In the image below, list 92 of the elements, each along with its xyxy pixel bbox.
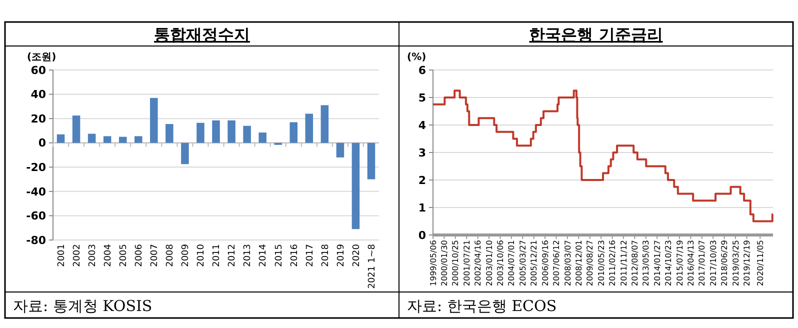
x-tick-label: 2017/01/07 bbox=[698, 240, 707, 286]
x-tick-label: 2013 bbox=[243, 244, 254, 267]
x-tick-label: 2015/07/19 bbox=[675, 240, 684, 286]
x-tick-label: 2000/01/30 bbox=[440, 240, 450, 286]
x-tick-label: 2021 1~8 bbox=[367, 244, 378, 289]
x-tick-label: 2009/08/27 bbox=[586, 240, 595, 286]
bar bbox=[196, 122, 204, 143]
x-tick-label: 2014 bbox=[258, 244, 269, 267]
y-tick-label: 0 bbox=[418, 228, 426, 242]
y-tick-label: -60 bbox=[26, 210, 46, 223]
y-tick-label: 60 bbox=[30, 64, 46, 77]
x-tick-label: 2005/03/27 bbox=[518, 240, 528, 286]
y-axis-title: (조원) bbox=[27, 52, 56, 63]
y-tick-label: 20 bbox=[30, 112, 46, 126]
text: 자료: 한국은행 ECOS bbox=[407, 297, 557, 315]
bar bbox=[166, 124, 174, 143]
x-tick-label: 2000/10/25 bbox=[451, 240, 460, 286]
chart-title: 한국은행 기준금리 bbox=[529, 25, 663, 44]
x-tick-label: 2018 bbox=[320, 244, 331, 267]
y-tick-label: -40 bbox=[26, 185, 46, 198]
x-tick-label: 2005/12/21 bbox=[530, 240, 539, 286]
chart-title: 통합재정수지 bbox=[154, 25, 250, 44]
x-tick-label: 2003/01/10 bbox=[484, 240, 494, 286]
x-tick-label: 2003/10/06 bbox=[496, 240, 506, 286]
x-tick-label: 2014/10/23 bbox=[664, 240, 674, 286]
bar bbox=[150, 98, 158, 143]
x-tick-label: 2007/06/12 bbox=[552, 240, 562, 286]
y-tick-label: -20 bbox=[26, 160, 46, 174]
bar bbox=[212, 120, 220, 143]
x-tick-label: 2017 bbox=[305, 244, 316, 267]
bar bbox=[352, 142, 360, 230]
x-tick-label: 2018/06/29 bbox=[720, 240, 730, 286]
x-tick-label: 2015 bbox=[274, 244, 284, 267]
text: 자료: 통계청 KOSIS bbox=[13, 297, 152, 315]
x-tick-label: 2008/03/07 bbox=[563, 240, 572, 286]
x-tick-label: 2007 bbox=[150, 244, 160, 267]
x-tick-label: 2010 bbox=[196, 244, 207, 267]
x-tick-label: 2006/09/16 bbox=[540, 240, 550, 286]
x-tick-label: 2008 bbox=[166, 244, 176, 267]
x-tick-label: 2017/10/03 bbox=[708, 240, 718, 286]
bar bbox=[103, 136, 112, 143]
x-tick-label: 2020/11/05 bbox=[756, 240, 765, 286]
bar bbox=[320, 105, 329, 143]
x-tick-label: 2001 bbox=[56, 244, 67, 267]
x-tick-label: 2002/04/16 bbox=[474, 240, 483, 286]
x-tick-label: 2019 bbox=[336, 244, 346, 267]
x-tick-label: 2011/02/16 bbox=[608, 240, 618, 286]
bar bbox=[88, 134, 96, 143]
bar bbox=[72, 116, 80, 143]
x-tick-label: 1999/05/06 bbox=[428, 240, 438, 286]
x-tick-label: 2006 bbox=[134, 244, 145, 267]
x-tick-label: 2011 bbox=[212, 244, 222, 267]
x-tick-label: 2019/03/25 bbox=[731, 240, 740, 286]
x-tick-label: 2013/05/03 bbox=[642, 240, 651, 286]
x-tick-label: 2012/08/07 bbox=[630, 240, 640, 286]
x-tick-label: 2005 bbox=[119, 244, 130, 267]
x-tick-label: 2002 bbox=[72, 244, 82, 267]
bar bbox=[118, 136, 127, 143]
x-tick-label: 2019/12/19 bbox=[742, 240, 752, 286]
y-tick-label: 6 bbox=[418, 64, 426, 77]
x-tick-label: 2020 bbox=[352, 244, 362, 267]
bar bbox=[336, 142, 344, 158]
bar bbox=[56, 134, 65, 143]
x-tick-label: 2010/05/23 bbox=[596, 240, 606, 286]
x-tick-label: 2008/12/01 bbox=[574, 240, 584, 286]
y-tick-label: 5 bbox=[418, 91, 426, 104]
x-tick-label: 2011/11/12 bbox=[619, 240, 628, 286]
bar bbox=[181, 142, 189, 164]
x-tick-label: 2009 bbox=[181, 244, 192, 267]
x-tick-label: 2004/07/01 bbox=[507, 240, 516, 286]
y-tick-label: 3 bbox=[418, 146, 426, 160]
bar bbox=[367, 142, 376, 180]
x-tick-label: 2014/01/27 bbox=[652, 240, 662, 286]
y-tick-label: 0 bbox=[38, 136, 46, 150]
bar bbox=[290, 122, 298, 143]
bar bbox=[134, 136, 142, 143]
x-tick-label: 2012 bbox=[228, 244, 238, 267]
y-tick-label: -80 bbox=[26, 234, 46, 247]
x-tick-label: 2016 bbox=[290, 244, 300, 267]
y-tick-label: 40 bbox=[30, 88, 46, 102]
y-tick-label: 4 bbox=[418, 118, 426, 132]
bar bbox=[305, 114, 314, 143]
y-tick-label: 2 bbox=[418, 174, 426, 187]
x-tick-label: 2003 bbox=[88, 244, 98, 267]
bar bbox=[258, 132, 266, 143]
y-axis-title: (%) bbox=[407, 52, 426, 63]
x-tick-label: 2004 bbox=[103, 244, 114, 267]
x-tick-label: 2016/04/13 bbox=[686, 240, 696, 286]
bar bbox=[228, 120, 236, 143]
x-tick-label: 2001/07/21 bbox=[462, 240, 472, 286]
bar bbox=[243, 126, 251, 143]
y-tick-label: 1 bbox=[418, 201, 426, 214]
